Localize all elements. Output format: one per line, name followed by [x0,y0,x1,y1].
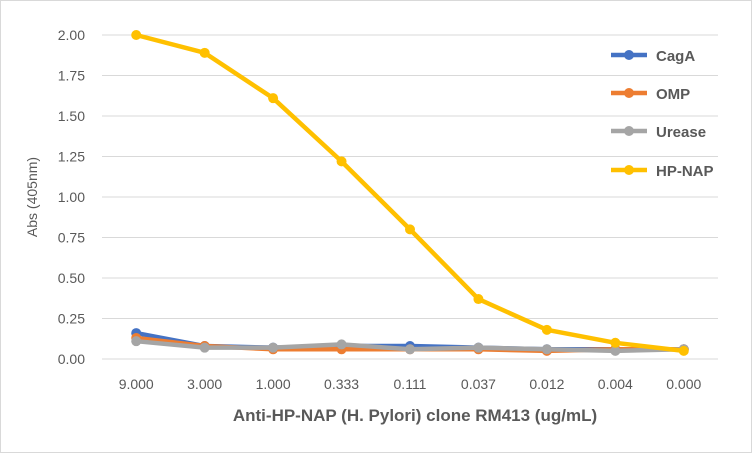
x-axis-tick-labels: 9.000 3.000 1.000 0.333 0.111 0.037 0.012 0.004… [119,376,702,392]
legend-label: HP-NAP [656,163,714,180]
data-point [268,342,279,353]
legend-item: CagA [611,48,695,65]
data-point [131,30,142,40]
x-tick-label: 0.004 [598,376,633,392]
legend: CagA OMP Urease HP-NAP [611,48,714,180]
x-tick-label: 1.000 [256,376,291,392]
data-point [610,345,621,356]
series-line [133,32,687,354]
y-tick-label: 0.25 [58,311,85,327]
legend-item: OMP [611,86,690,103]
legend-marker [624,126,634,136]
y-tick-label: 1.50 [58,108,85,124]
data-point [541,344,552,355]
y-tick-label: 0.00 [58,351,85,367]
x-tick-label: 0.333 [324,376,359,392]
y-tick-label: 1.25 [58,149,85,165]
y-tick-label: 1.75 [58,68,85,84]
legend-marker [624,50,634,60]
data-point [336,156,347,167]
legend-label: Urease [656,124,706,141]
y-tick-label: 0.75 [58,230,85,246]
x-tick-label: 3.000 [187,376,222,392]
legend-marker [624,88,634,98]
legend-marker [624,165,634,175]
data-point [336,339,347,350]
gridlines [102,34,718,360]
legend-label: OMP [656,86,690,103]
data-point [473,294,484,305]
data-point [268,93,279,104]
x-tick-label: 9.000 [119,376,154,392]
data-point [610,337,621,348]
data-point [131,336,142,347]
y-tick-label: 1.00 [58,189,85,205]
data-point [199,342,210,353]
x-tick-label: 0.000 [666,376,701,392]
legend-item: HP-NAP [611,163,714,180]
data-point [405,224,415,235]
y-tick-label: 2.00 [58,27,85,43]
series-hp-nap [131,30,689,356]
x-tick-label: 0.111 [394,376,427,392]
y-axis-title: Abs (405nm) [24,157,40,237]
data-point [405,344,415,355]
series-lines [131,30,689,356]
legend-item: Urease [611,124,706,141]
legend-label: CagA [656,48,695,65]
y-tick-label: 0.50 [58,270,85,286]
x-tick-label: 0.037 [461,376,496,392]
data-point [473,342,484,353]
x-axis-title: Anti-HP-NAP (H. Pylori) clone RM413 (ug/… [233,406,597,425]
y-axis-tick-labels: 0.00 0.25 0.50 0.75 1.00 1.25 1.50 1.75 2.00 [58,27,85,367]
data-point [199,47,210,58]
data-point [678,345,689,356]
x-tick-label: 0.012 [529,376,564,392]
data-point [541,324,552,335]
